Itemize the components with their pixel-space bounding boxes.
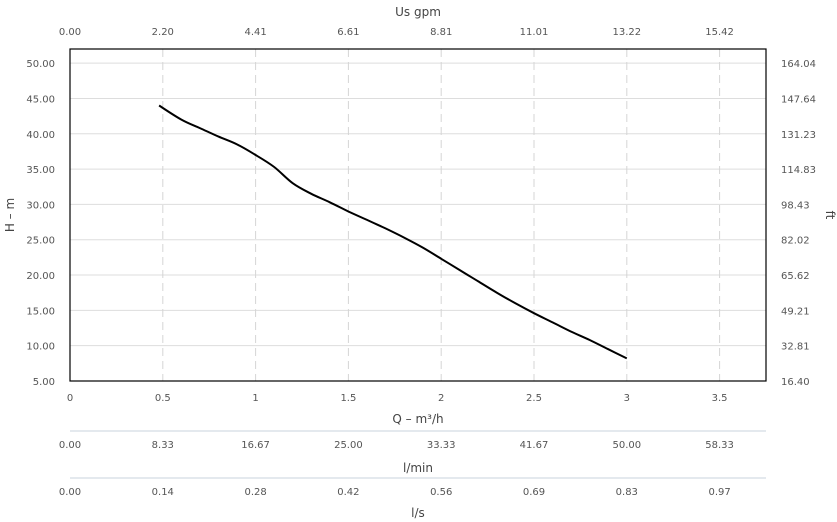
right-tick-label: 49.21	[781, 306, 810, 317]
top-tick-label: 0.00	[59, 27, 81, 38]
ls-tick-label: 0.42	[337, 487, 359, 498]
bottom-tick-label: 1	[252, 393, 258, 404]
ls-tick-label: 0.83	[616, 487, 638, 498]
lmin-tick-label: 33.33	[427, 440, 456, 451]
bottom-tick-label: 3.5	[712, 393, 728, 404]
top-tick-label: 6.61	[337, 27, 359, 38]
lmin-tick-label: 8.33	[152, 440, 174, 451]
right-tick-label: 147.64	[781, 94, 816, 105]
bottom-tick-label: 3	[624, 393, 630, 404]
left-axis-title: H – m	[3, 198, 17, 232]
ls-tick-label: 0.00	[59, 487, 81, 498]
ls-tick-label: 0.97	[708, 487, 730, 498]
left-tick-label: 10.00	[26, 342, 55, 353]
bottom-tick-label: 0	[67, 393, 73, 404]
top-tick-label: 8.81	[430, 27, 452, 38]
lmin-axis-title: l/min	[403, 461, 433, 475]
ls-axis-title: l/s	[411, 506, 425, 520]
lmin-tick-label: 58.33	[705, 440, 734, 451]
bottom-tick-label: 2.5	[526, 393, 542, 404]
bottom-tick-label: 1.5	[340, 393, 356, 404]
right-tick-label: 82.02	[781, 236, 810, 247]
left-tick-label: 45.00	[26, 94, 55, 105]
ls-tick-label: 0.69	[523, 487, 545, 498]
series-line-0	[158, 104, 628, 360]
left-tick-label: 15.00	[26, 306, 55, 317]
top-tick-label: 2.20	[152, 27, 174, 38]
lmin-tick-label: 0.00	[59, 440, 81, 451]
lmin-tick-label: 41.67	[520, 440, 549, 451]
right-tick-label: 164.04	[781, 59, 816, 70]
right-axis-title: ft	[823, 211, 837, 220]
top-axis-title: Us gpm	[395, 5, 441, 19]
right-tick-label: 114.83	[781, 165, 816, 176]
right-tick-label: 98.43	[781, 200, 810, 211]
lmin-tick-label: 16.67	[241, 440, 270, 451]
left-tick-label: 30.00	[26, 200, 55, 211]
top-tick-label: 13.22	[612, 27, 641, 38]
left-tick-label: 40.00	[26, 130, 55, 141]
right-tick-label: 131.23	[781, 130, 816, 141]
series-layer	[158, 104, 628, 360]
ls-tick-label: 0.56	[430, 487, 452, 498]
top-tick-label: 11.01	[520, 27, 549, 38]
ls-tick-label: 0.14	[152, 487, 174, 498]
top-tick-label: 15.42	[705, 27, 734, 38]
ls-tick-label: 0.28	[244, 487, 266, 498]
left-tick-label: 25.00	[26, 236, 55, 247]
lmin-tick-label: 50.00	[612, 440, 641, 451]
right-tick-label: 32.81	[781, 342, 810, 353]
bottom-tick-label: 0.5	[155, 393, 171, 404]
left-tick-label: 5.00	[33, 377, 55, 388]
right-tick-label: 16.40	[781, 377, 810, 388]
left-tick-label: 35.00	[26, 165, 55, 176]
lmin-tick-label: 25.00	[334, 440, 363, 451]
right-tick-label: 65.62	[781, 271, 810, 282]
bottom-axis-title: Q – m³/h	[392, 412, 443, 426]
left-tick-label: 50.00	[26, 59, 55, 70]
left-tick-label: 20.00	[26, 271, 55, 282]
bottom-tick-label: 2	[438, 393, 444, 404]
plot-frame	[69, 48, 767, 382]
top-tick-label: 4.41	[244, 27, 266, 38]
grid	[70, 49, 766, 381]
